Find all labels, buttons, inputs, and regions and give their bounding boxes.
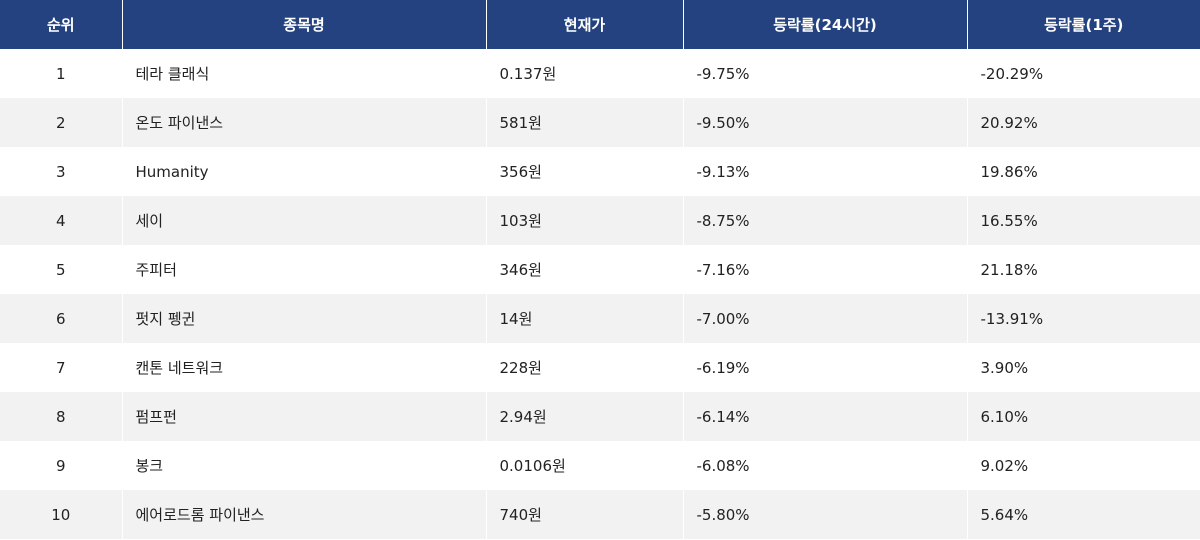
header-change-1w: 등락률(1주) bbox=[967, 0, 1200, 49]
change-24h-cell: -9.75% bbox=[683, 49, 968, 98]
rank-cell: 5 bbox=[0, 245, 123, 294]
header-name: 종목명 bbox=[122, 0, 487, 49]
header-rank: 순위 bbox=[0, 0, 123, 49]
name-cell: 캔톤 네트워크 bbox=[122, 343, 487, 392]
price-cell: 0.0106원 bbox=[486, 441, 684, 490]
header-price: 현재가 bbox=[486, 0, 684, 49]
price-cell: 740원 bbox=[486, 490, 684, 539]
name-cell: 테라 클래식 bbox=[122, 49, 487, 98]
rank-cell: 6 bbox=[0, 294, 123, 343]
change-1w-cell: 16.55% bbox=[967, 196, 1200, 245]
change-1w-cell: 9.02% bbox=[980, 456, 1029, 475]
price-cell: 2.94원 bbox=[486, 392, 684, 441]
price-cell: 581원 bbox=[486, 98, 684, 147]
name-cell: 온도 파이낸스 bbox=[122, 98, 487, 147]
change-24h-cell: -9.50% bbox=[683, 98, 968, 147]
change-24h-cell: -7.00% bbox=[683, 294, 968, 343]
table-header: 순위 종목명 현재가 등락률(24시간) 등락률(1주) bbox=[0, 0, 1200, 49]
table-row: 2 온도 파이낸스 581원 -9.50% 20.92% bbox=[0, 98, 1200, 147]
table-row: 7 캔톤 네트워크 228원 -6.19% 3.90% bbox=[0, 343, 1200, 392]
table-row: 6 펏지 펭귄 14원 -7.00% -13.91% bbox=[0, 294, 1200, 343]
price-cell: 228원 bbox=[486, 343, 684, 392]
table-row: 5 주피터 346원 -7.16% 21.18% bbox=[0, 245, 1200, 294]
change-1w-cell: 20.92% bbox=[967, 98, 1200, 147]
change-1w-cell: -13.91% bbox=[967, 294, 1200, 343]
change-24h-cell: -8.75% bbox=[683, 196, 968, 245]
name-cell: 펏지 펭귄 bbox=[122, 294, 487, 343]
price-cell: 103원 bbox=[486, 196, 684, 245]
change-1w-cell: 21.18% bbox=[980, 260, 1038, 279]
price-cell: 0.137원 bbox=[486, 49, 684, 98]
change-24h-cell: -9.13% bbox=[683, 147, 968, 196]
change-24h-cell: -6.08% bbox=[683, 441, 968, 490]
table-row: 8 펌프펀 2.94원 -6.14% 6.10% bbox=[0, 392, 1200, 441]
change-1w-cell: 6.10% bbox=[967, 392, 1200, 441]
name-cell: 주피터 bbox=[122, 245, 487, 294]
price-cell: 14원 bbox=[486, 294, 684, 343]
price-cell: 346원 bbox=[486, 245, 684, 294]
table-row: 9 봉크 0.0106원 -6.08% 9.02% bbox=[0, 441, 1200, 490]
rank-cell: 2 bbox=[0, 98, 123, 147]
change-1w-cell: 5.64% bbox=[967, 490, 1200, 539]
rank-cell: 4 bbox=[0, 196, 123, 245]
change-24h-cell: -6.19% bbox=[683, 343, 968, 392]
table-body: 1 테라 클래식 0.137원 -9.75% -20.29% 2 온도 파이낸스… bbox=[0, 49, 1200, 539]
table-row: 10 에어로드롬 파이낸스 740원 -5.80% 5.64% bbox=[0, 490, 1200, 539]
name-cell: 에어로드롬 파이낸스 bbox=[122, 490, 487, 539]
name-cell: 봉크 bbox=[122, 441, 487, 490]
name-cell: 펌프펀 bbox=[122, 392, 487, 441]
price-cell: 356원 bbox=[486, 147, 684, 196]
name-cell: 세이 bbox=[122, 196, 487, 245]
table-row: 4 세이 103원 -8.75% 16.55% bbox=[0, 196, 1200, 245]
change-1w-cell: 3.90% bbox=[980, 358, 1029, 377]
change-24h-cell: -6.14% bbox=[683, 392, 968, 441]
rank-cell: 10 bbox=[0, 490, 123, 539]
header-change-24h: 등락률(24시간) bbox=[683, 0, 968, 49]
header-row: 순위 종목명 현재가 등락률(24시간) 등락률(1주) bbox=[0, 0, 1200, 49]
rank-cell: 7 bbox=[0, 343, 123, 392]
table-row: 3 Humanity 356원 -9.13% 19.86% bbox=[0, 147, 1200, 196]
rank-cell: 3 bbox=[0, 147, 123, 196]
name-cell: Humanity bbox=[122, 147, 487, 196]
change-1w-cell: 19.86% bbox=[980, 162, 1038, 181]
change-1w-cell: -20.29% bbox=[980, 64, 1044, 83]
change-24h-cell: -7.16% bbox=[683, 245, 968, 294]
rank-cell: 1 bbox=[0, 49, 123, 98]
change-24h-cell: -5.80% bbox=[683, 490, 968, 539]
table-row: 1 테라 클래식 0.137원 -9.75% -20.29% bbox=[0, 49, 1200, 98]
rank-cell: 8 bbox=[0, 392, 123, 441]
rank-cell: 9 bbox=[0, 441, 123, 490]
